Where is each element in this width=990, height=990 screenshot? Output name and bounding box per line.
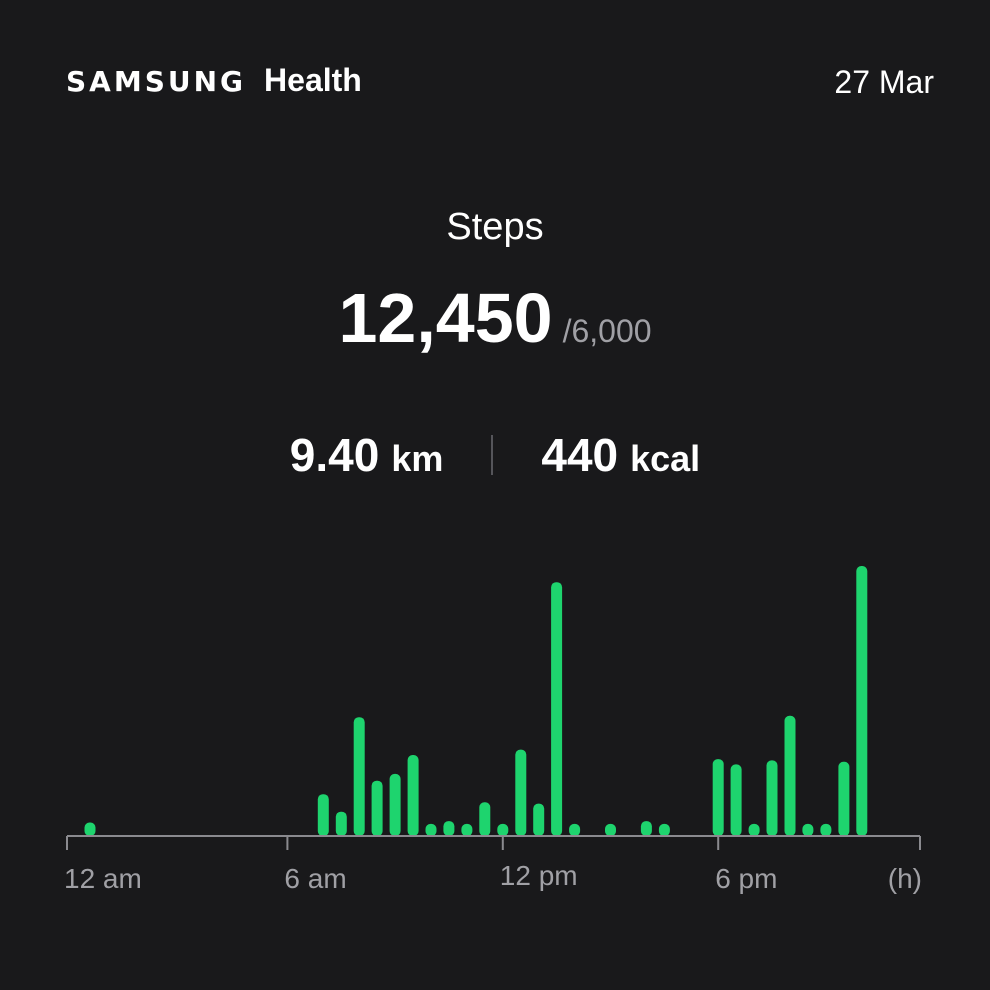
brand-name: SAMSUNG xyxy=(66,65,247,98)
steps-count: 12,450 xyxy=(338,279,553,357)
distance-metric: 9.40 km xyxy=(290,428,444,482)
tick-label-1: 6 am xyxy=(284,863,346,894)
app-header: SAMSUNG Health 27 Mar xyxy=(66,58,934,108)
tick-label-2: 12 pm xyxy=(500,860,578,891)
bar-10[interactable] xyxy=(479,802,491,837)
bar-11[interactable] xyxy=(497,823,509,837)
bar-20[interactable] xyxy=(730,764,742,836)
bar-15[interactable] xyxy=(569,823,581,837)
bar-13[interactable] xyxy=(533,803,545,836)
tick-label-0: 12 am xyxy=(64,863,142,894)
x-axis-unit-label: (h) xyxy=(888,863,922,894)
x-axis-labels: 12 am 6 am 12 pm 6 pm xyxy=(64,860,777,894)
calories-value: 440 xyxy=(541,429,619,481)
bar-2[interactable] xyxy=(335,811,347,836)
bar-18[interactable] xyxy=(658,823,670,837)
calories-unit: kcal xyxy=(630,438,701,479)
steps-title: Steps xyxy=(446,206,544,248)
bar-series xyxy=(84,566,868,837)
bar-0[interactable] xyxy=(84,822,96,837)
hourly-steps-chart[interactable]: 12 am 6 am 12 pm 6 pm (h) xyxy=(0,540,990,900)
bar-12[interactable] xyxy=(515,749,527,836)
bar-6[interactable] xyxy=(407,755,419,836)
bar-23[interactable] xyxy=(784,715,796,836)
metrics-divider xyxy=(491,435,494,475)
bar-26[interactable] xyxy=(838,761,850,837)
bar-14[interactable] xyxy=(551,582,563,836)
calories-metric: 440 kcal xyxy=(541,428,700,482)
bar-25[interactable] xyxy=(820,823,832,837)
distance-unit: km xyxy=(391,438,444,479)
bar-5[interactable] xyxy=(389,773,401,836)
distance-value: 9.40 xyxy=(289,429,380,481)
product-name: Health xyxy=(264,62,362,98)
bar-21[interactable] xyxy=(748,823,760,837)
steps-summary: 12,450 /6,000 xyxy=(0,278,990,358)
bar-9[interactable] xyxy=(461,823,473,837)
bar-8[interactable] xyxy=(443,821,455,836)
tick-label-3: 6 pm xyxy=(715,863,777,894)
x-axis-ticks xyxy=(66,836,921,850)
bar-7[interactable] xyxy=(425,823,437,837)
metrics-row: 9.40 km 440 kcal xyxy=(0,428,990,482)
bar-16[interactable] xyxy=(605,823,616,837)
bar-1[interactable] xyxy=(317,794,329,837)
bar-19[interactable] xyxy=(712,759,724,837)
bar-24[interactable] xyxy=(802,823,814,837)
bar-3[interactable] xyxy=(353,717,365,836)
bar-17[interactable] xyxy=(640,821,652,836)
bar-4[interactable] xyxy=(371,780,383,837)
bar-27[interactable] xyxy=(856,566,868,836)
brand-logo: SAMSUNG Health xyxy=(66,62,362,99)
steps-goal: /6,000 xyxy=(562,313,652,349)
date-label[interactable]: 27 Mar xyxy=(834,64,934,100)
bar-22[interactable] xyxy=(766,760,778,836)
